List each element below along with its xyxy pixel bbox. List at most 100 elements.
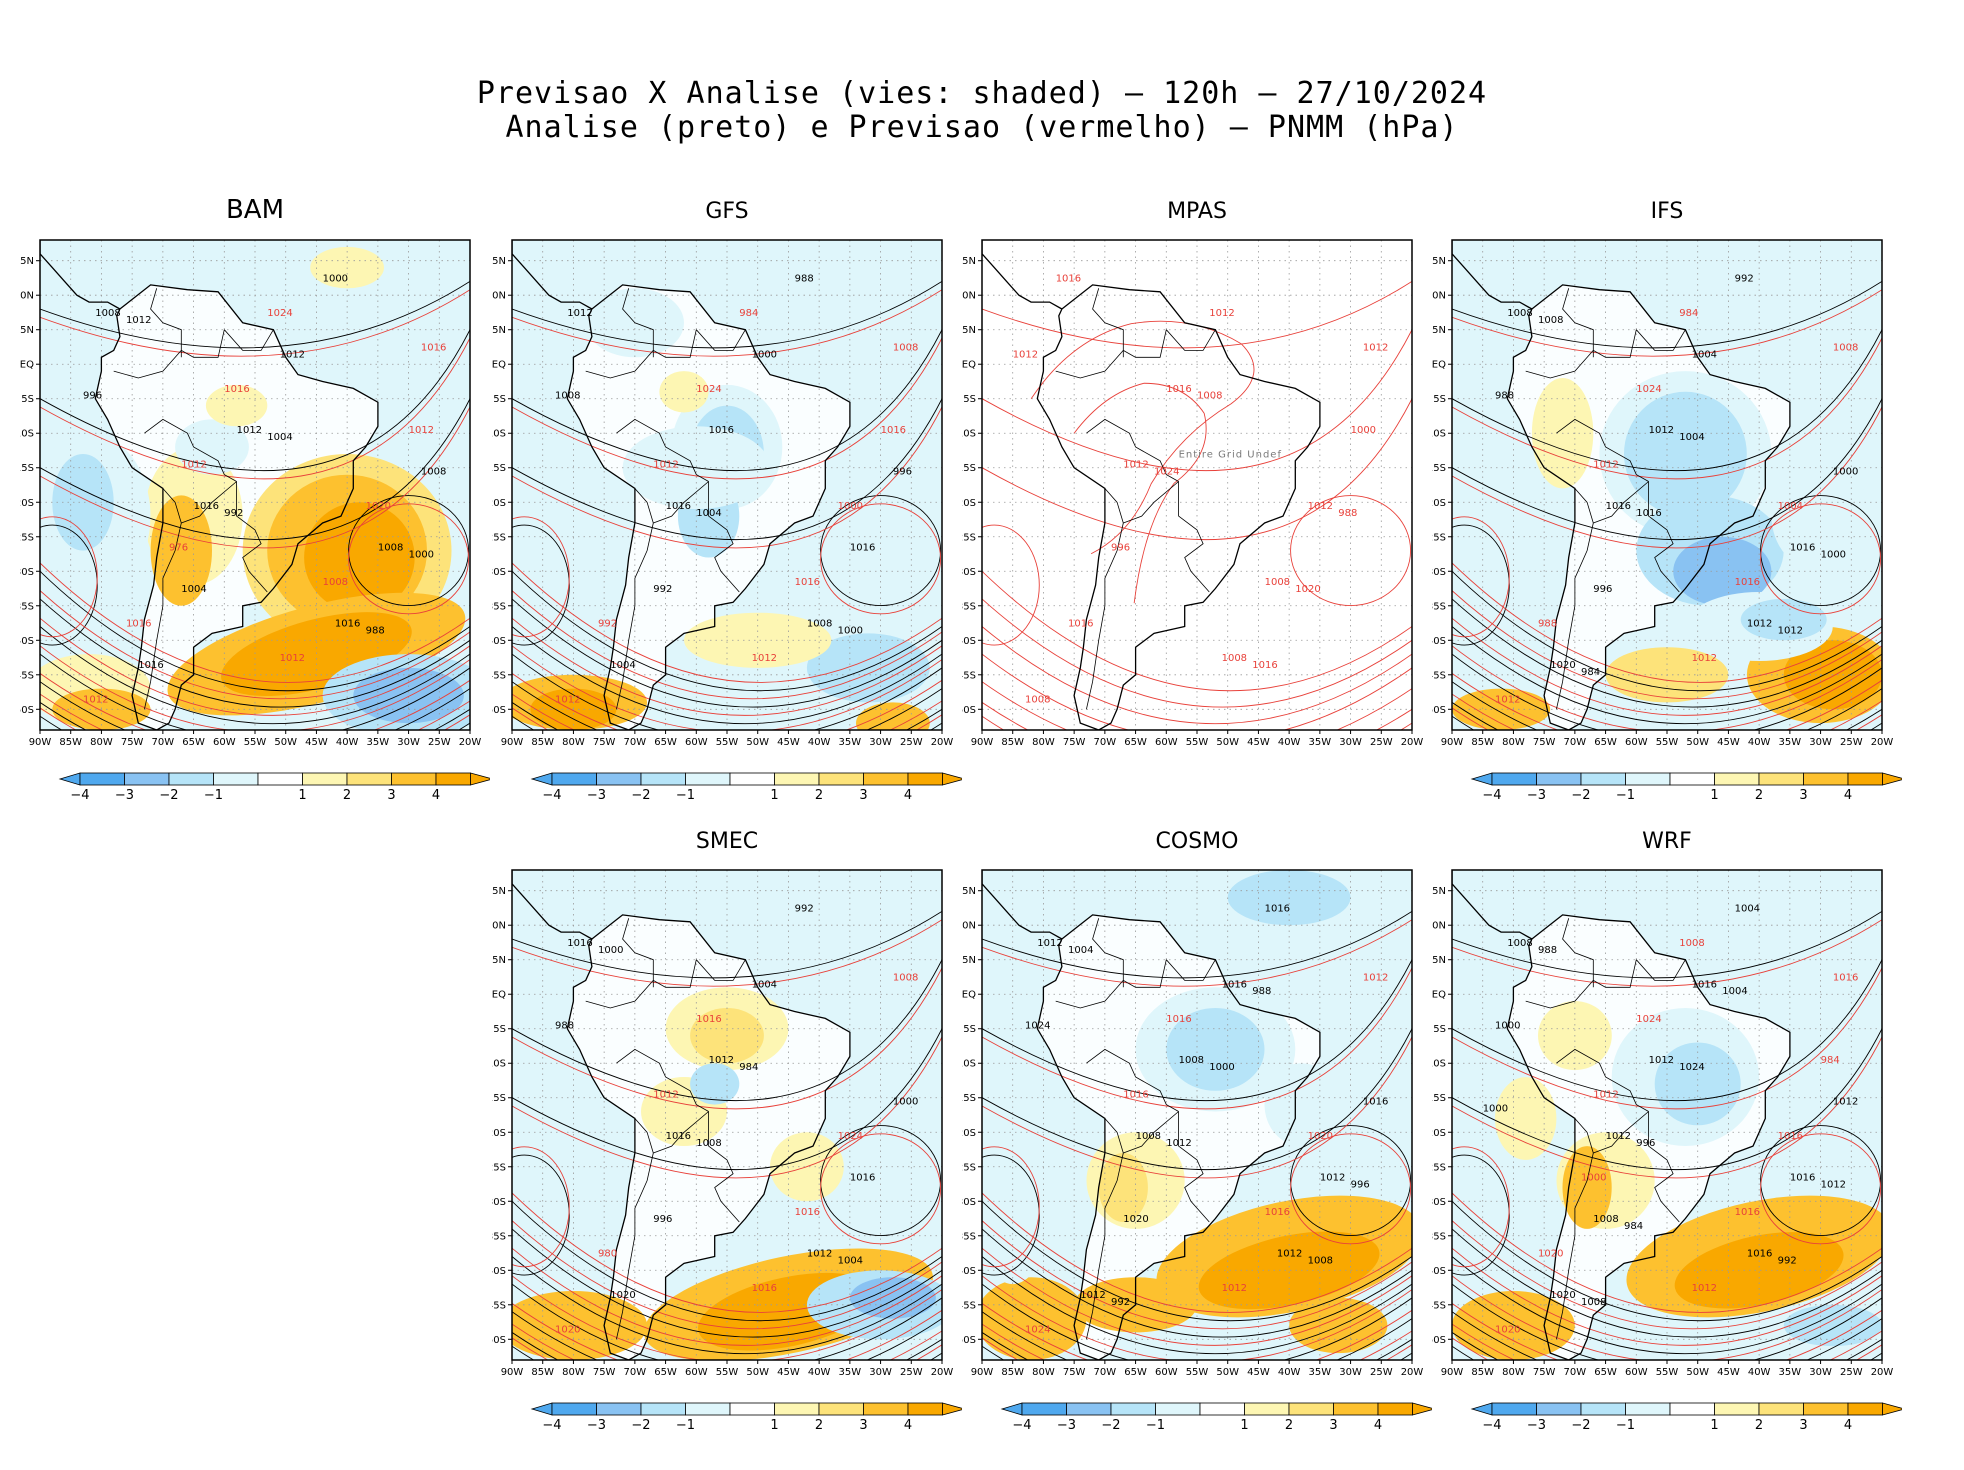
forecast-isobar-label: 1012 — [280, 653, 305, 664]
country-border — [1123, 1111, 1179, 1154]
colorbar-label: 1 — [298, 788, 306, 803]
analysis-isobar-label: 1004 — [181, 584, 206, 595]
y-tick-label: 45S — [1432, 1300, 1446, 1311]
y-tick-label: 45S — [962, 670, 976, 681]
analysis-isobar-label: 1004 — [752, 979, 777, 990]
analysis-isobar-label: 1000 — [1483, 1104, 1508, 1115]
y-tick-label: 5S — [1433, 1024, 1446, 1035]
bias-region — [1198, 1231, 1380, 1310]
analysis-isobar — [512, 329, 942, 472]
analysis-isobar-label: 1012 — [1080, 1290, 1105, 1301]
country-border — [1055, 329, 1167, 379]
analysis-isobar-label: 1000 — [893, 1097, 918, 1108]
colorbar-segment — [818, 1402, 864, 1416]
forecast-isobar-label: 1000 — [1581, 1173, 1606, 1184]
country-border — [1178, 1111, 1210, 1223]
colorbar-label: −1 — [1616, 1418, 1635, 1433]
chart-ifs: IFS 1016 1012 1008 1012 1016 1020 1004 1000 996 99… — [1432, 199, 1902, 803]
analysis-isobar-label: 1000 — [1209, 1062, 1234, 1073]
forecast-isobar — [1760, 503, 1882, 615]
x-tick-label: 25W — [1840, 1367, 1863, 1378]
map-area: 1008 1012 1012 1008 1008 1016 1012 1016 1012 1000… — [982, 240, 1412, 730]
analysis-isobar — [1452, 1028, 1882, 1171]
analysis-isobar-label: 1012 — [1778, 625, 1803, 636]
x-tick-label: 80W — [1502, 1367, 1525, 1378]
colorbar-label: 4 — [432, 788, 440, 803]
forecast-isobar — [512, 590, 942, 700]
y-tick-label: 20S — [1432, 498, 1446, 509]
y-tick-label: 25S — [962, 1162, 976, 1173]
x-tick-label: 75W — [1533, 737, 1556, 748]
undef-annotation: Entire Grid Undef — [1179, 449, 1282, 460]
chart-cosmo: COSMO 1008 1012 1012 1008 1012 1012 1016 1016 102… — [962, 829, 1432, 1433]
colorbar-segment — [729, 1402, 775, 1416]
analysis-isobar-label: 1012 — [567, 308, 592, 319]
forecast-isobar-label: 1012 — [1593, 1090, 1618, 1101]
x-tick-label: 40W — [1278, 737, 1301, 748]
analysis-isobar-label: 992 — [653, 584, 672, 595]
coastline-central-america — [982, 240, 1063, 310]
x-tick-label: 45W — [777, 1367, 800, 1378]
y-tick-label: 15S — [1432, 1093, 1446, 1104]
analysis-isobar — [1452, 570, 1882, 692]
colorbar-arrow-low — [1000, 1402, 1023, 1416]
forecast-isobar — [982, 1036, 1412, 1179]
colorbar-label: 3 — [859, 788, 867, 803]
analysis-isobar — [1452, 1256, 1882, 1354]
forecast-isobar — [40, 673, 470, 730]
country-border — [616, 1118, 654, 1340]
panel-title: GFS — [705, 199, 748, 224]
forecast-isobar — [1452, 590, 1882, 700]
y-tick-label: 15N — [1432, 256, 1446, 267]
x-tick-label: 40W — [808, 1367, 831, 1378]
y-tick-label: 20S — [492, 1128, 506, 1139]
colorbar-label: 2 — [815, 788, 823, 803]
analysis-isobar — [820, 1125, 942, 1237]
forecast-isobar — [982, 398, 1412, 541]
forecast-isobar-label: 1024 — [696, 384, 721, 395]
forecast-isobar-label: 988 — [1338, 508, 1357, 519]
x-tick-label: 45W — [777, 737, 800, 748]
y-tick-label: 10S — [492, 1059, 506, 1070]
colorbar-segment — [774, 1402, 820, 1416]
colorbar-label: 2 — [343, 788, 351, 803]
analysis-isobar — [512, 1200, 942, 1322]
bias-region — [1166, 1008, 1265, 1091]
x-tick-label: 75W — [121, 737, 144, 748]
forecast-isobar-label: 1016 — [224, 384, 249, 395]
colorbar-label: −4 — [1482, 788, 1501, 803]
x-tick-label: 55W — [716, 737, 739, 748]
forecast-isobar-label: 1012 — [1495, 694, 1520, 705]
y-tick-label: 10S — [962, 429, 976, 440]
x-tick-label: 65W — [182, 737, 205, 748]
x-tick-label: 30W — [869, 737, 892, 748]
analysis-isobar — [1452, 398, 1882, 541]
forecast-isobar — [1452, 516, 1510, 638]
forecast-isobar — [982, 967, 1412, 1110]
analysis-isobar-label: 992 — [224, 508, 243, 519]
analysis-isobar-label: 1016 — [1222, 979, 1247, 990]
forecast-isobar — [512, 289, 942, 357]
y-tick-label: EQ — [962, 990, 976, 1001]
country-border — [150, 288, 182, 358]
colorbar-label: 1 — [1240, 1418, 1248, 1433]
y-tick-label: 20S — [20, 498, 34, 509]
x-tick-label: 40W — [336, 737, 359, 748]
x-tick-label: 85W — [59, 737, 82, 748]
forecast-isobar-label: 1016 — [1735, 577, 1760, 588]
analysis-isobar — [40, 329, 470, 472]
colorbar-segment — [391, 772, 437, 786]
y-tick-label: 10N — [962, 921, 976, 932]
y-tick-label: 15S — [962, 463, 976, 474]
forecast-isobar-label: 1012 — [1013, 349, 1038, 360]
forecast-isobar — [982, 1247, 1412, 1346]
panel-ifs: IFS 1016 1012 1008 1012 1016 1020 1004 1000 996 99… — [1432, 190, 1902, 840]
analysis-isobar-label: 1008 — [1581, 1297, 1606, 1308]
country-border — [113, 329, 225, 379]
forecast-isobar — [982, 329, 1412, 472]
forecast-isobar — [982, 1146, 1040, 1268]
panel-title: MPAS — [1167, 199, 1227, 224]
y-tick-label: 30S — [492, 1197, 506, 1208]
analysis-isobar-label: 1016 — [1363, 1097, 1388, 1108]
chart-gfs: GFS 1016 1008 1012 1016 1016 1004 1000 996 992 988… — [492, 199, 962, 803]
